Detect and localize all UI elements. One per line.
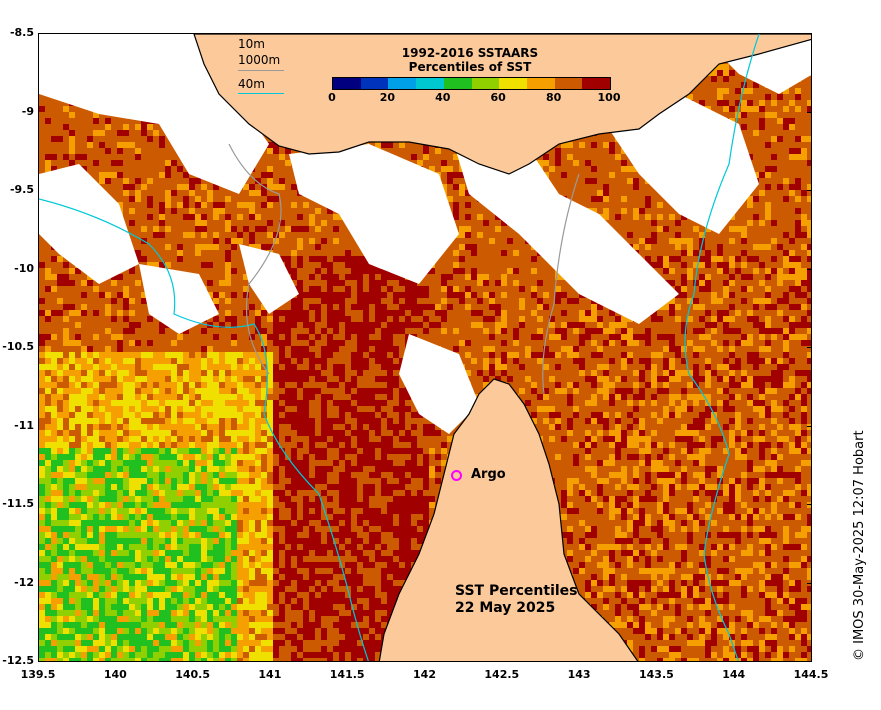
colorbar-tick-label: 80	[545, 91, 562, 104]
colorbar-swatch	[554, 78, 583, 89]
colorbar-title-line2: Percentiles of SST	[408, 60, 532, 74]
y-tick-mark	[807, 347, 812, 348]
colorbar-swatch	[388, 78, 417, 89]
cape-york-peninsula	[378, 378, 639, 661]
bathymetry-contours	[39, 34, 760, 661]
y-tick-label: -11	[14, 418, 34, 432]
x-tick-label: 143	[567, 668, 591, 681]
x-tick-label: 141	[258, 668, 282, 681]
y-tick-mark	[807, 425, 812, 427]
argo-marker-icon	[451, 470, 462, 481]
colorbar-swatch	[499, 78, 527, 89]
sst-map-svg	[39, 34, 811, 661]
contour-legend-10m: 10m	[238, 37, 265, 51]
y-tick-label: -11.5	[2, 497, 34, 510]
x-tick-label: 142	[413, 668, 436, 681]
x-tick-label: 139.5	[20, 668, 56, 681]
new-guinea-coast	[193, 34, 811, 175]
colorbar-swatch	[360, 78, 389, 89]
sst-map	[38, 33, 812, 662]
colorbar-swatch	[582, 78, 611, 89]
x-tick-label: 143.5	[638, 668, 674, 681]
y-tick-label: -8.5	[9, 26, 34, 39]
colorbar-tick-label: 60	[490, 91, 506, 104]
y-tick-label: -12.5	[2, 654, 34, 667]
colorbar-swatch	[416, 78, 444, 89]
y-tick-mark	[807, 268, 812, 270]
x-tick-label: 144.5	[793, 668, 829, 681]
y-tick-mark	[807, 582, 812, 584]
contour-legend-40m: 40m	[238, 77, 265, 91]
main-title-line1: SST Percentiles	[455, 583, 578, 599]
y-tick-label: -9	[21, 104, 34, 118]
colorbar	[332, 77, 611, 90]
x-tick-label: 142.5	[484, 668, 520, 681]
colorbar-title-line1: 1992-2016 SSTAARS	[401, 46, 539, 60]
argo-label: Argo	[471, 467, 506, 482]
x-tick-label: 140	[103, 668, 127, 681]
main-title-line2: 22 May 2025	[455, 600, 556, 616]
colorbar-tick-label: 0	[328, 91, 336, 104]
colorbar-swatch	[333, 78, 361, 89]
y-tick-mark	[807, 33, 812, 34]
contour-legend-40m-line	[238, 93, 284, 94]
y-tick-mark	[807, 111, 812, 113]
y-tick-label: -10.5	[2, 340, 34, 353]
y-tick-mark	[807, 504, 812, 505]
contour-legend-1000m-line	[238, 70, 284, 71]
colorbar-swatch	[443, 78, 472, 89]
colorbar-swatch	[526, 78, 555, 89]
y-tick-label: -9.5	[9, 183, 34, 196]
y-tick-mark	[807, 190, 812, 191]
colorbar-tick-label: 20	[379, 91, 396, 104]
x-tick-label: 141.5	[329, 668, 365, 681]
land-areas	[193, 34, 811, 661]
colorbar-swatch	[471, 78, 500, 89]
x-tick-label: 144	[722, 668, 746, 681]
y-tick-label: -10	[14, 261, 34, 275]
x-tick-label: 140.5	[175, 668, 210, 681]
y-tick-label: -12	[14, 575, 34, 589]
colorbar-title: 1992-2016 SSTAARS Percentiles of SST	[355, 46, 585, 74]
colorbar-tick-label: 40	[435, 91, 451, 104]
colorbar-tick-label: 100	[597, 91, 621, 104]
credit-text: © IMOS 30-May-2025 12:07 Hobart	[852, 430, 867, 661]
y-tick-mark	[807, 661, 812, 662]
contour-legend-1000m: 1000m	[238, 53, 281, 67]
